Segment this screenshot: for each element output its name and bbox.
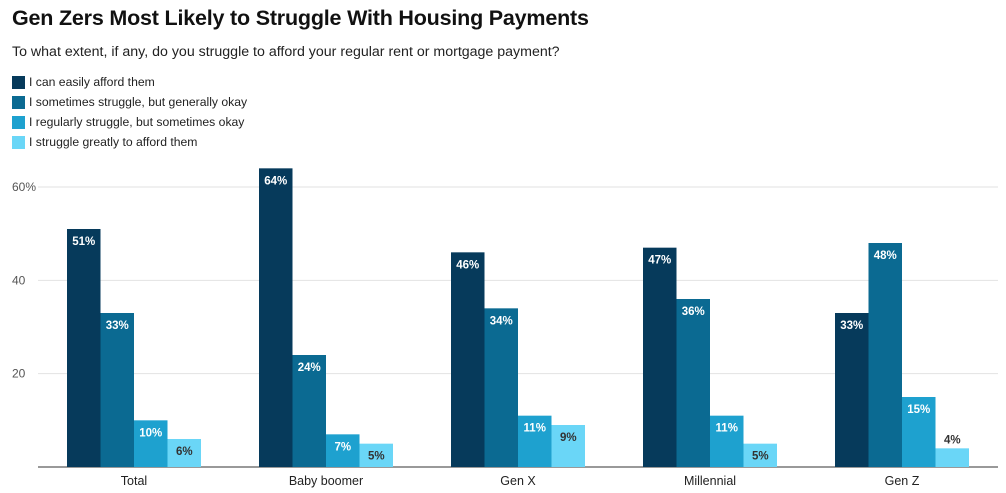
data-label: 46%	[456, 259, 479, 271]
legend-label: I regularly struggle, but sometimes okay	[29, 115, 245, 129]
bar	[743, 443, 777, 467]
bar	[292, 355, 326, 467]
bar	[100, 313, 134, 467]
x-category-label: Gen Z	[885, 474, 920, 488]
bar	[551, 425, 585, 467]
y-tick-label: 40	[12, 273, 26, 287]
legend-item-struggle-greatly: I struggle greatly to afford them	[12, 132, 247, 152]
data-label: 15%	[907, 404, 930, 416]
data-label: 11%	[716, 423, 738, 435]
legend: I can easily afford them I sometimes str…	[12, 72, 247, 152]
legend-swatch	[12, 75, 25, 89]
data-label: 7%	[334, 441, 351, 453]
bar	[518, 415, 552, 467]
x-category-label: Millennial	[684, 474, 736, 488]
data-label: 48%	[874, 250, 897, 262]
bar	[643, 247, 677, 467]
data-label: 33%	[840, 320, 863, 332]
data-label: 64%	[264, 175, 287, 187]
bar	[835, 313, 869, 467]
y-tick-label: 20	[12, 367, 26, 381]
legend-label: I can easily afford them	[29, 75, 155, 89]
data-label: 36%	[682, 306, 705, 318]
legend-swatch	[12, 95, 25, 109]
bar	[326, 434, 360, 467]
data-label: 4%	[944, 434, 961, 446]
bar	[259, 168, 293, 468]
legend-label: I struggle greatly to afford them	[29, 135, 198, 149]
data-label: 33%	[106, 320, 129, 332]
y-tick-label: 60%	[12, 180, 36, 194]
legend-item-regularly-struggle: I regularly struggle, but sometimes okay	[12, 112, 247, 132]
bar	[868, 243, 902, 467]
bar	[710, 415, 744, 467]
bar	[134, 420, 168, 467]
bar	[167, 439, 201, 467]
chart-subtitle: To what extent, if any, do you struggle …	[12, 44, 560, 60]
bar	[902, 397, 936, 467]
data-label: 51%	[72, 236, 95, 248]
data-label: 47%	[648, 255, 671, 267]
legend-swatch	[12, 135, 25, 149]
data-label: 24%	[298, 362, 321, 374]
legend-item-sometimes-struggle: I sometimes struggle, but generally okay	[12, 92, 247, 112]
legend-item-easily-afford: I can easily afford them	[12, 72, 247, 92]
data-label: 9%	[560, 432, 577, 444]
bar	[359, 443, 393, 467]
data-label: 34%	[490, 315, 513, 327]
legend-swatch	[12, 115, 25, 129]
data-label: 6%	[176, 446, 193, 458]
x-category-label: Gen X	[500, 474, 536, 488]
bar	[676, 299, 710, 467]
legend-label: I sometimes struggle, but generally okay	[29, 95, 248, 109]
bar	[451, 252, 485, 467]
bar	[935, 448, 969, 467]
bar	[484, 308, 518, 467]
data-label: 10%	[139, 427, 162, 439]
data-label: 5%	[368, 451, 385, 463]
bar	[67, 229, 101, 467]
x-category-label: Baby boomer	[289, 474, 363, 488]
data-label: 11%	[524, 423, 546, 435]
chart-title: Gen Zers Most Likely to Struggle With Ho…	[12, 6, 589, 30]
x-category-label: Total	[121, 474, 147, 488]
data-label: 5%	[752, 451, 769, 463]
